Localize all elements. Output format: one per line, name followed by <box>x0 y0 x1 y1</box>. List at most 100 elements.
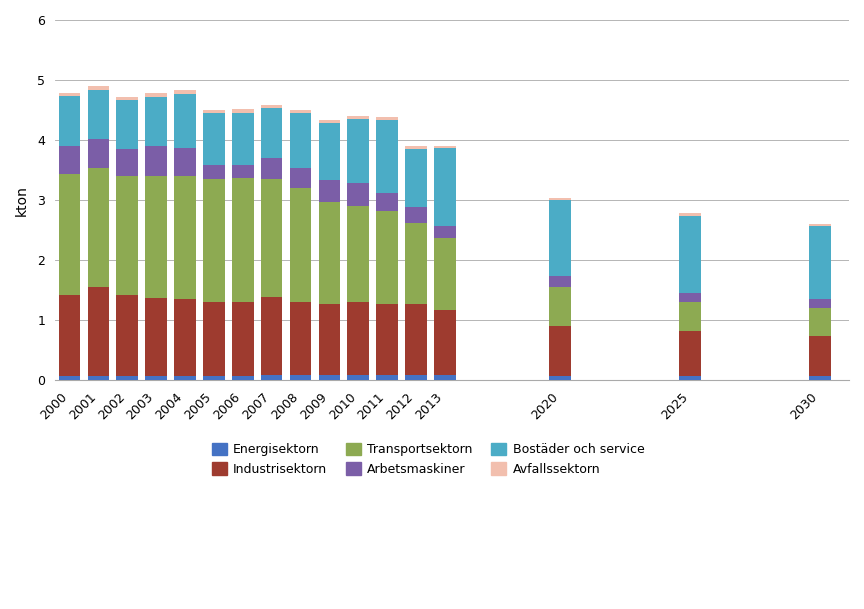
Bar <box>232 113 253 165</box>
Bar <box>550 376 571 381</box>
Bar <box>87 167 109 287</box>
Bar <box>203 113 225 166</box>
Bar <box>117 376 138 381</box>
Bar <box>376 211 398 304</box>
Bar <box>347 301 369 375</box>
Bar <box>376 304 398 375</box>
Bar <box>175 299 196 376</box>
Bar <box>405 146 427 149</box>
Bar <box>550 200 571 276</box>
Bar <box>679 376 701 381</box>
Bar <box>376 375 398 381</box>
Bar <box>203 178 225 301</box>
Bar <box>289 168 311 188</box>
Bar <box>319 375 340 381</box>
Bar <box>810 336 831 376</box>
Bar <box>175 90 196 94</box>
Bar <box>550 287 571 326</box>
Bar <box>145 376 167 381</box>
Bar <box>261 108 283 158</box>
Bar <box>289 301 311 375</box>
Bar <box>376 193 398 211</box>
Bar <box>145 298 167 376</box>
Bar <box>289 375 311 381</box>
Bar <box>289 110 311 113</box>
Bar <box>347 119 369 183</box>
Bar <box>434 146 455 148</box>
Bar <box>87 86 109 90</box>
Bar <box>59 376 80 381</box>
Bar <box>261 297 283 375</box>
Bar <box>347 116 369 119</box>
Bar <box>232 178 253 302</box>
Bar <box>434 375 455 381</box>
Bar <box>261 178 283 297</box>
Bar <box>810 226 831 299</box>
Bar <box>405 375 427 381</box>
Bar <box>59 93 80 96</box>
Bar <box>679 293 701 302</box>
Bar <box>550 326 571 376</box>
Bar <box>175 148 196 176</box>
Bar <box>175 94 196 148</box>
Bar <box>376 120 398 193</box>
Bar <box>347 183 369 206</box>
Bar <box>679 216 701 293</box>
Bar <box>405 207 427 223</box>
Bar <box>319 202 340 304</box>
Bar <box>810 308 831 336</box>
Bar <box>117 149 138 176</box>
Legend: Energisektorn, Industrisektorn, Transportsektorn, Arbetsmaskiner, Bostäder och s: Energisektorn, Industrisektorn, Transpor… <box>206 436 651 482</box>
Bar <box>261 375 283 381</box>
Bar <box>145 176 167 298</box>
Bar <box>232 302 253 376</box>
Bar <box>261 105 283 108</box>
Bar <box>434 310 455 375</box>
Bar <box>434 148 455 226</box>
Bar <box>59 96 80 146</box>
Bar <box>59 146 80 174</box>
Bar <box>117 295 138 376</box>
Bar <box>319 180 340 202</box>
Bar <box>59 295 80 376</box>
Bar <box>261 158 283 178</box>
Bar <box>145 93 167 97</box>
Bar <box>175 376 196 381</box>
Bar <box>434 226 455 238</box>
Bar <box>59 174 80 295</box>
Bar <box>232 376 253 381</box>
Y-axis label: kton: kton <box>15 185 29 216</box>
Bar <box>347 206 369 301</box>
Bar <box>203 166 225 178</box>
Bar <box>405 223 427 304</box>
Bar <box>810 299 831 308</box>
Bar <box>289 188 311 301</box>
Bar <box>117 176 138 295</box>
Bar <box>203 376 225 381</box>
Bar <box>319 123 340 180</box>
Bar <box>319 121 340 123</box>
Bar <box>117 100 138 149</box>
Bar <box>203 110 225 113</box>
Bar <box>810 224 831 226</box>
Bar <box>405 304 427 375</box>
Bar <box>679 331 701 376</box>
Bar <box>289 113 311 168</box>
Bar <box>87 376 109 381</box>
Bar <box>679 302 701 331</box>
Bar <box>434 238 455 310</box>
Bar <box>810 376 831 381</box>
Bar <box>550 276 571 287</box>
Bar <box>232 110 253 113</box>
Bar <box>679 213 701 216</box>
Bar <box>376 118 398 120</box>
Bar <box>175 176 196 299</box>
Bar <box>117 97 138 100</box>
Bar <box>232 165 253 178</box>
Bar <box>87 139 109 167</box>
Bar <box>145 146 167 176</box>
Bar <box>405 149 427 207</box>
Bar <box>87 90 109 139</box>
Bar <box>550 198 571 200</box>
Bar <box>319 304 340 375</box>
